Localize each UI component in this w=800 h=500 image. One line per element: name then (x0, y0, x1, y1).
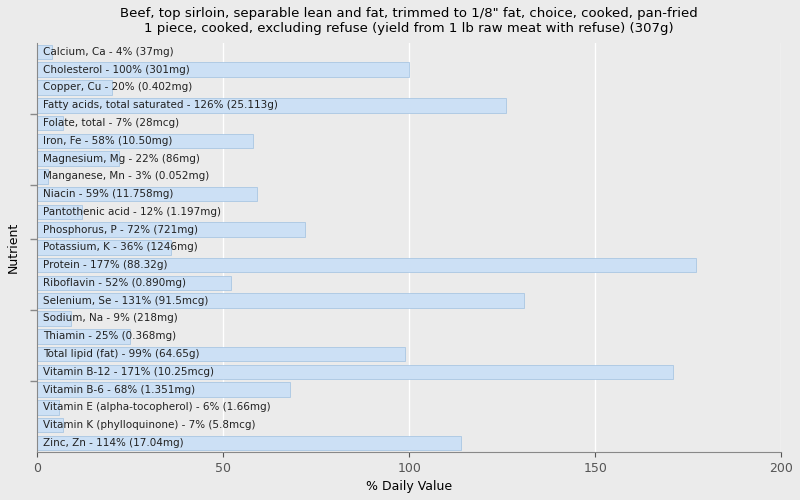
Y-axis label: Nutrient: Nutrient (7, 222, 20, 273)
Bar (37, 62, 409, 77)
Text: Selenium, Se - 131% (91.5mcg): Selenium, Se - 131% (91.5mcg) (42, 296, 208, 306)
Text: Copper, Cu - 20% (0.402mg): Copper, Cu - 20% (0.402mg) (42, 82, 192, 92)
Text: Vitamin K (phylloquinone) - 7% (5.8mcg): Vitamin K (phylloquinone) - 7% (5.8mcg) (42, 420, 255, 430)
Bar (37, 80, 111, 95)
Bar (37, 382, 290, 397)
Text: Magnesium, Mg - 22% (86mg): Magnesium, Mg - 22% (86mg) (42, 154, 200, 164)
Text: Vitamin B-12 - 171% (10.25mcg): Vitamin B-12 - 171% (10.25mcg) (42, 367, 214, 377)
Bar (37, 276, 230, 290)
Bar (37, 311, 70, 326)
Text: Protein - 177% (88.32g): Protein - 177% (88.32g) (42, 260, 167, 270)
Bar (37, 152, 119, 166)
Text: Folate, total - 7% (28mcg): Folate, total - 7% (28mcg) (42, 118, 179, 128)
Text: Pantothenic acid - 12% (1.197mg): Pantothenic acid - 12% (1.197mg) (42, 207, 221, 217)
Bar (37, 204, 82, 219)
Bar (37, 436, 462, 450)
Bar (37, 240, 171, 254)
Text: Niacin - 59% (11.758mg): Niacin - 59% (11.758mg) (42, 189, 173, 199)
Bar (37, 294, 525, 308)
Text: Total lipid (fat) - 99% (64.65g): Total lipid (fat) - 99% (64.65g) (42, 349, 199, 359)
Text: Vitamin B-6 - 68% (1.351mg): Vitamin B-6 - 68% (1.351mg) (42, 384, 195, 394)
Bar (37, 400, 59, 414)
Text: Cholesterol - 100% (301mg): Cholesterol - 100% (301mg) (42, 64, 190, 74)
Title: Beef, top sirloin, separable lean and fat, trimmed to 1/8" fat, choice, cooked, : Beef, top sirloin, separable lean and fa… (120, 7, 698, 35)
Text: Potassium, K - 36% (1246mg): Potassium, K - 36% (1246mg) (42, 242, 198, 252)
Text: Riboflavin - 52% (0.890mg): Riboflavin - 52% (0.890mg) (42, 278, 186, 288)
Text: Sodium, Na - 9% (218mg): Sodium, Na - 9% (218mg) (42, 314, 178, 324)
Text: Iron, Fe - 58% (10.50mg): Iron, Fe - 58% (10.50mg) (42, 136, 172, 146)
Bar (37, 347, 406, 362)
Bar (37, 222, 305, 237)
Bar (37, 169, 48, 184)
Bar (37, 418, 63, 432)
Text: Fatty acids, total saturated - 126% (25.113g): Fatty acids, total saturated - 126% (25.… (42, 100, 278, 110)
Bar (37, 44, 52, 59)
Text: Thiamin - 25% (0.368mg): Thiamin - 25% (0.368mg) (42, 332, 176, 342)
Text: Phosphorus, P - 72% (721mg): Phosphorus, P - 72% (721mg) (42, 224, 198, 234)
Text: Calcium, Ca - 4% (37mg): Calcium, Ca - 4% (37mg) (42, 47, 174, 57)
Bar (37, 98, 506, 112)
Bar (37, 187, 257, 202)
Bar (37, 116, 63, 130)
Bar (37, 364, 674, 379)
Text: Vitamin E (alpha-tocopherol) - 6% (1.66mg): Vitamin E (alpha-tocopherol) - 6% (1.66m… (42, 402, 270, 412)
X-axis label: % Daily Value: % Daily Value (366, 480, 452, 493)
Bar (37, 258, 695, 272)
Bar (37, 134, 253, 148)
Text: Zinc, Zn - 114% (17.04mg): Zinc, Zn - 114% (17.04mg) (42, 438, 183, 448)
Bar (37, 329, 130, 344)
Text: Manganese, Mn - 3% (0.052mg): Manganese, Mn - 3% (0.052mg) (42, 172, 209, 181)
